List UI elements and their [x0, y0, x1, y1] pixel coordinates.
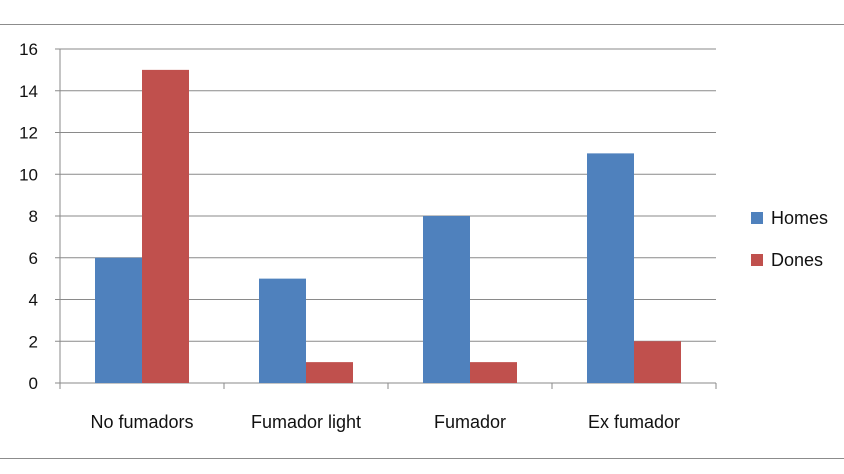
x-category-label: Ex fumador [588, 412, 680, 432]
y-tick-label: 12 [19, 124, 38, 143]
x-axis-category-labels: No fumadors Fumador light Fumador Ex fumado… [90, 412, 680, 432]
y-axis-tick-labels: 0 2 4 6 8 10 12 14 16 [19, 40, 38, 393]
y-tick-label: 10 [19, 165, 38, 184]
y-tick-label: 2 [29, 332, 38, 351]
bar-homes-2 [259, 278, 306, 383]
legend-swatch-homes [751, 212, 763, 224]
y-tick-label: 0 [29, 374, 38, 393]
bars [95, 69, 681, 383]
x-category-label: Fumador [434, 412, 506, 432]
y-tick-label: 16 [19, 40, 38, 59]
legend-label-homes: Homes [771, 208, 828, 228]
legend: Homes Dones [751, 208, 828, 270]
legend-swatch-dones [751, 254, 763, 266]
x-category-label: No fumadors [90, 412, 193, 432]
bar-dones-3 [470, 362, 517, 383]
y-tick-label: 14 [19, 82, 38, 101]
bar-dones-1 [142, 69, 189, 383]
bar-homes-3 [423, 216, 470, 383]
y-tick-label: 8 [29, 207, 38, 226]
bar-dones-2 [306, 362, 353, 383]
bottom-border-line [0, 458, 844, 459]
legend-label-dones: Dones [771, 250, 823, 270]
top-border-line [0, 24, 844, 25]
x-category-label: Fumador light [251, 412, 361, 432]
y-tick-label: 4 [29, 291, 38, 310]
bar-dones-4 [634, 341, 681, 383]
y-tick-label: 6 [29, 249, 38, 268]
bar-homes-4 [587, 153, 634, 383]
bar-homes-1 [95, 257, 142, 383]
